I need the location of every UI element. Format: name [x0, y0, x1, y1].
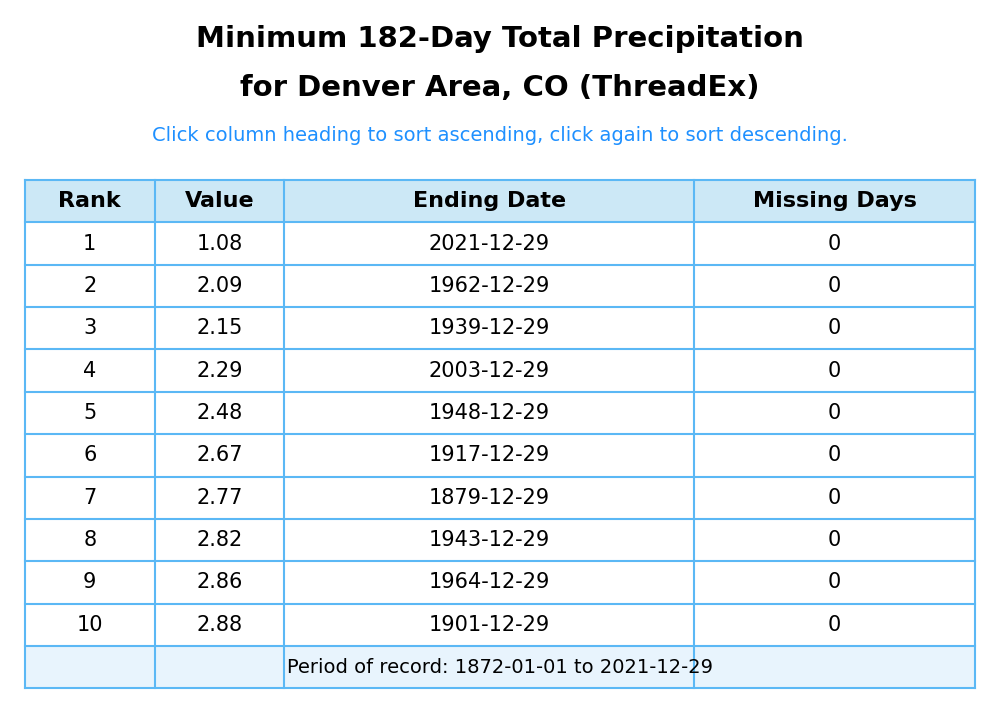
- Bar: [25, 265, 975, 307]
- Text: 0: 0: [828, 403, 841, 423]
- Text: 1939-12-29: 1939-12-29: [429, 318, 550, 338]
- Text: Missing Days: Missing Days: [753, 191, 917, 211]
- Text: 0: 0: [828, 445, 841, 465]
- Text: 2.77: 2.77: [196, 488, 243, 508]
- Bar: [25, 307, 975, 349]
- Bar: [25, 646, 975, 688]
- Text: 6: 6: [83, 445, 96, 465]
- Bar: [25, 180, 975, 688]
- Text: 0: 0: [828, 361, 841, 381]
- Bar: [25, 349, 975, 392]
- Text: 0: 0: [828, 318, 841, 338]
- Text: 2.48: 2.48: [196, 403, 242, 423]
- Text: 2: 2: [83, 276, 96, 296]
- Text: Ending Date: Ending Date: [413, 191, 566, 211]
- Bar: [25, 519, 975, 561]
- Text: 2.09: 2.09: [196, 276, 243, 296]
- Bar: [25, 604, 975, 646]
- Text: Rank: Rank: [58, 191, 121, 211]
- Text: 2.67: 2.67: [196, 445, 243, 465]
- Text: 4: 4: [83, 361, 96, 381]
- Bar: [25, 434, 975, 477]
- Text: 3: 3: [83, 318, 96, 338]
- Bar: [25, 222, 975, 265]
- Text: 2021-12-29: 2021-12-29: [429, 234, 550, 253]
- Text: 9: 9: [83, 573, 96, 592]
- Text: 2.88: 2.88: [196, 615, 242, 635]
- Text: 1879-12-29: 1879-12-29: [429, 488, 550, 508]
- Bar: [25, 561, 975, 604]
- Text: 10: 10: [77, 615, 103, 635]
- Text: 0: 0: [828, 615, 841, 635]
- Text: 2003-12-29: 2003-12-29: [429, 361, 550, 381]
- Text: 0: 0: [828, 488, 841, 508]
- Text: 0: 0: [828, 530, 841, 550]
- Text: 2.29: 2.29: [196, 361, 243, 381]
- Text: Click column heading to sort ascending, click again to sort descending.: Click column heading to sort ascending, …: [152, 126, 848, 145]
- Text: Value: Value: [185, 191, 254, 211]
- Text: 2.86: 2.86: [196, 573, 243, 592]
- Text: 8: 8: [83, 530, 96, 550]
- Text: 1962-12-29: 1962-12-29: [429, 276, 550, 296]
- Text: 1901-12-29: 1901-12-29: [429, 615, 550, 635]
- Text: 0: 0: [828, 234, 841, 253]
- Text: 1917-12-29: 1917-12-29: [429, 445, 550, 465]
- Text: 2.82: 2.82: [196, 530, 242, 550]
- Text: for Denver Area, CO (ThreadEx): for Denver Area, CO (ThreadEx): [240, 74, 760, 102]
- Bar: [25, 392, 975, 434]
- Text: 1943-12-29: 1943-12-29: [429, 530, 550, 550]
- Text: 0: 0: [828, 573, 841, 592]
- Text: 7: 7: [83, 488, 96, 508]
- Bar: [25, 477, 975, 519]
- Text: 1.08: 1.08: [196, 234, 242, 253]
- Text: Period of record: 1872-01-01 to 2021-12-29: Period of record: 1872-01-01 to 2021-12-…: [287, 658, 713, 676]
- Text: 1964-12-29: 1964-12-29: [429, 573, 550, 592]
- Bar: [25, 180, 975, 222]
- Text: 0: 0: [828, 276, 841, 296]
- Text: 5: 5: [83, 403, 96, 423]
- Text: 1948-12-29: 1948-12-29: [429, 403, 550, 423]
- Text: 1: 1: [83, 234, 96, 253]
- Text: Minimum 182-Day Total Precipitation: Minimum 182-Day Total Precipitation: [196, 25, 804, 53]
- Text: 2.15: 2.15: [196, 318, 243, 338]
